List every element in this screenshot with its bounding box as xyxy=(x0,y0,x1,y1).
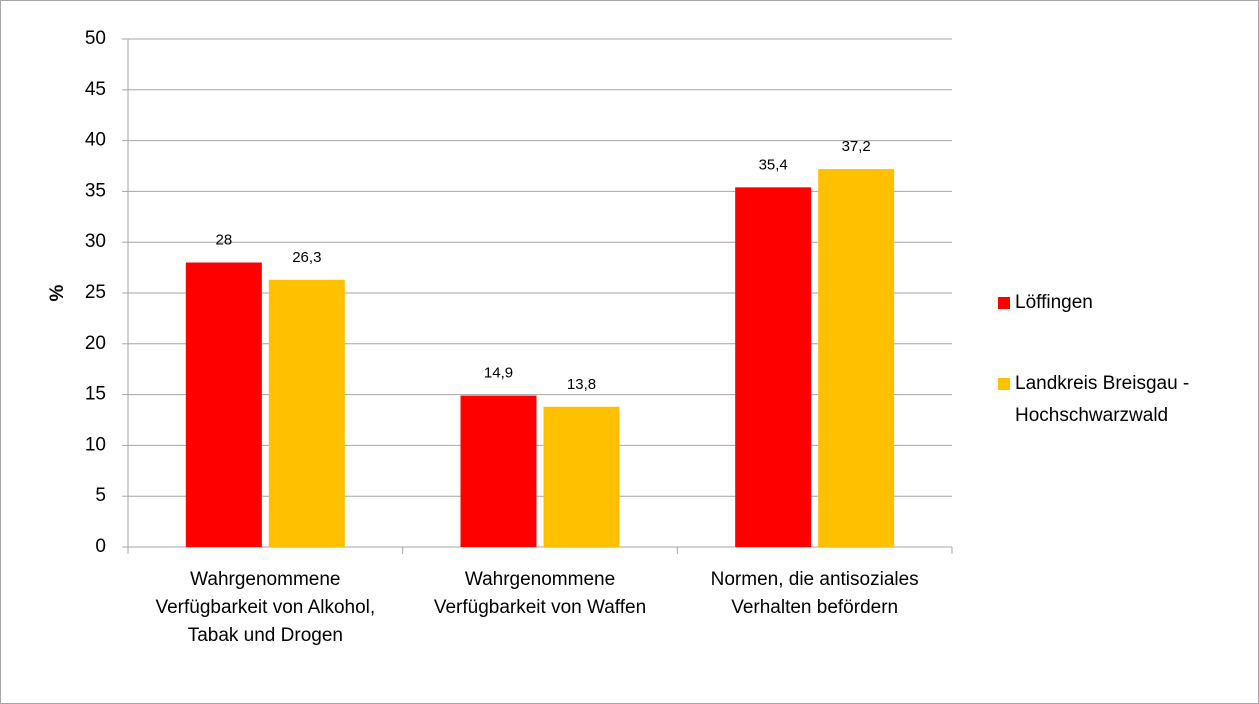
bar xyxy=(460,395,537,547)
y-tick-label: 40 xyxy=(85,130,106,151)
data-label: 37,2 xyxy=(842,138,871,155)
bar xyxy=(543,406,620,547)
y-tick-label: 15 xyxy=(85,384,106,405)
data-label: 14,9 xyxy=(484,365,513,382)
data-label: 35,4 xyxy=(759,156,788,173)
x-tick-label: Normen, die antisoziales Verhalten beför… xyxy=(710,569,919,618)
y-tick-label: 20 xyxy=(85,333,106,354)
y-tick-label: 35 xyxy=(85,180,106,201)
data-label: 26,3 xyxy=(292,249,321,266)
data-label: 13,8 xyxy=(567,376,596,393)
legend-swatch xyxy=(998,297,1010,309)
y-tick-label: 25 xyxy=(85,282,106,303)
y-tick-label: 0 xyxy=(95,536,106,557)
bar xyxy=(185,262,262,547)
legend-label: Löffingen xyxy=(1015,292,1093,313)
bar xyxy=(268,279,345,547)
y-tick-label: 5 xyxy=(95,485,106,506)
legend-label: Landkreis Breisgau - Hochschwarzwald xyxy=(1015,373,1190,426)
bar xyxy=(735,187,812,547)
y-tick-label: 10 xyxy=(85,434,106,455)
bar xyxy=(818,169,895,547)
y-tick-label: 45 xyxy=(85,79,106,100)
x-tick-label: Wahrgenommene Verfügbarkeit von Alkohol,… xyxy=(155,569,376,646)
y-tick-label: 50 xyxy=(85,28,106,49)
data-label: 28 xyxy=(215,231,232,248)
y-tick-label: 30 xyxy=(85,231,106,252)
x-tick-label: Wahrgenommene Verfügbarkeit von Waffen xyxy=(433,569,647,618)
legend-swatch xyxy=(998,378,1010,390)
y-axis-label: % xyxy=(47,284,68,301)
